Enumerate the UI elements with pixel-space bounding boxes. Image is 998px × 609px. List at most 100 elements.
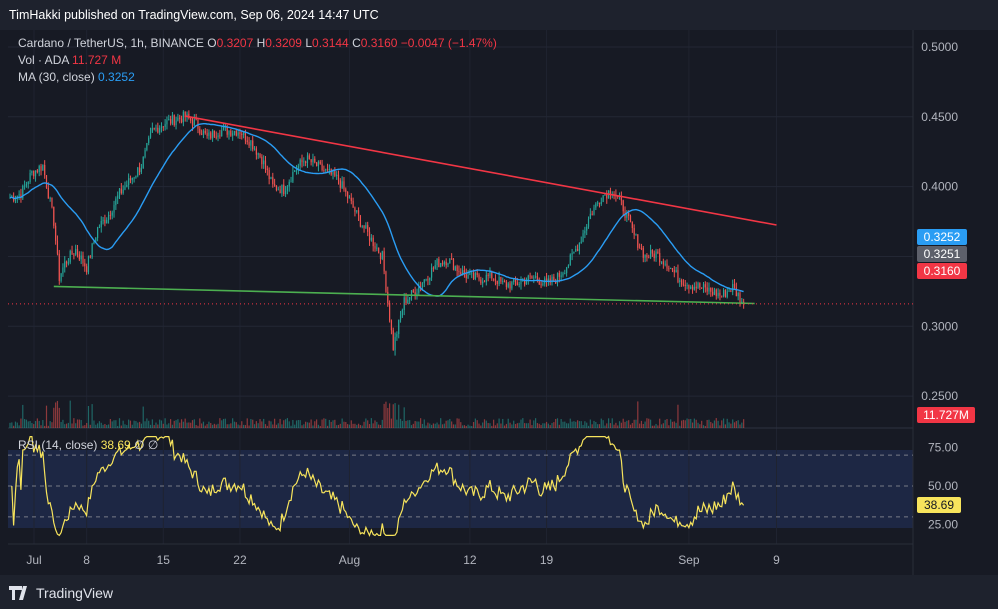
volume-bar [589,419,591,428]
candle-body [283,184,285,195]
volume-bar [250,419,252,428]
volume-bar [204,425,206,428]
volume-bar [67,422,69,428]
candle-body [336,174,338,176]
support-trendline[interactable] [53,285,755,305]
volume-bar [664,419,666,428]
candle-body [500,276,502,282]
candle-body [144,150,146,157]
candle-body [325,169,327,171]
tradingview-logo[interactable]: TradingView [9,585,113,601]
volume-bar [199,418,201,428]
rsi-axis[interactable]: 75.00 50.00 25.00 [928,440,958,531]
candle-body [202,130,205,135]
candle-body [29,172,31,183]
candle-body [454,266,456,271]
ma-label[interactable]: MA (30, close) [18,70,95,84]
volume-bar [586,422,588,428]
candle-body [620,196,622,201]
volume-bar [40,425,42,428]
volume-bar [297,420,299,428]
volume-bar [34,421,37,428]
candle-body [489,271,491,276]
volume-bar [482,422,484,428]
candle-body [706,287,708,292]
volume-bar [387,407,389,428]
candle-body [60,273,62,281]
candle-body [47,187,49,199]
volume-label[interactable]: Vol · ADA [18,53,69,67]
volume-bar [25,419,28,428]
candle-body [281,184,283,194]
volume-bar [179,422,181,428]
candle-body [628,213,630,216]
candle-body [463,270,466,274]
candle-body [118,188,121,196]
volume-bar [474,418,476,428]
candle-body [545,278,548,282]
candle-body [675,270,677,273]
volume-bar [597,424,599,428]
candle-body [733,284,736,288]
resistance-trendline[interactable] [185,115,777,226]
time-tick-label: Aug [339,553,360,567]
volume-bar [202,421,205,428]
candle-body [84,263,86,267]
volume-bar [343,421,345,428]
volume-bar [168,423,170,428]
volume-bar [604,425,606,428]
volume-bar [644,421,646,428]
candle-body [514,279,517,283]
symbol-label[interactable]: Cardano / TetherUS, 1h, BINANCE [18,36,204,50]
volume-bar [628,420,630,428]
time-tick-label: Sep [678,553,700,567]
volume-bar [191,420,194,428]
candle-body [86,266,88,273]
candle-body [78,254,80,260]
volume-bar [412,423,414,428]
candle-body [151,127,153,133]
volume-bar [29,420,31,428]
candle-body [485,274,487,282]
time-tick-label: 22 [233,553,247,567]
volume-bar [471,425,473,428]
time-tick-label: Jul [26,553,41,567]
rsi-label[interactable]: RSI (14, close) [18,438,98,452]
volume-bar [64,424,66,428]
volume-bar [403,407,405,428]
candle-body [390,320,393,331]
volume-value: 11.727 M [72,53,122,67]
volume-bar [237,424,239,428]
volume-bar [416,421,418,428]
candle-body [571,252,573,255]
volume-bar [219,418,221,428]
candle-body [87,256,90,273]
rsi-tick-label: 75.00 [928,440,958,454]
volume-bar [564,421,566,428]
volume-bar [44,425,46,428]
candle-body [75,248,77,255]
volume-bar [78,419,80,428]
volume-bar [319,425,321,428]
candle-body [102,219,104,221]
rsi-line [11,435,745,538]
candle-body [697,283,699,289]
candle-body [252,140,254,150]
candle-body [345,189,347,192]
volume-bar [9,422,11,428]
volume-bar [452,424,455,428]
volume-bar [157,424,159,428]
candle-body [303,161,305,163]
volume-bar [651,425,653,428]
candle-body [679,280,681,282]
candle-body [259,153,261,157]
candle-body [440,263,442,268]
volume-bar [272,424,274,428]
time-axis[interactable]: Jul 8 15 22 Aug 12 19 Sep 9 [26,553,780,567]
candle-body [210,132,212,139]
candle-body [277,189,279,191]
candle-body [363,226,365,228]
volume-bar [173,420,175,428]
candle-body [441,263,444,265]
